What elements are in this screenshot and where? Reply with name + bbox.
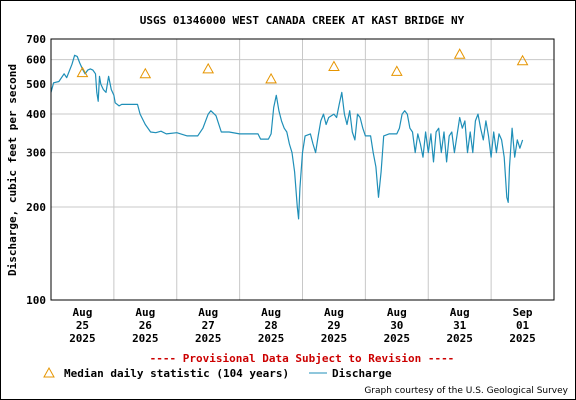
legend-median-label: Median daily statistic (104 years)	[64, 367, 289, 380]
y-tick-label: 300	[26, 147, 46, 160]
legend: Median daily statistic (104 years) Disch…	[43, 366, 392, 380]
median-point	[139, 67, 152, 79]
y-tick-label: 500	[26, 78, 46, 91]
x-tick-label: Aug 27 2025	[195, 306, 222, 345]
discharge-line	[50, 54, 524, 220]
y-tick-label: 400	[26, 108, 46, 121]
median-point	[516, 54, 529, 66]
legend-discharge-label: Discharge	[332, 367, 392, 380]
plot-border	[50, 38, 555, 301]
credit-note: Graph courtesy of the U.S. Geological Su…	[364, 386, 568, 396]
chart-title: USGS 01346000 WEST CANADA CREEK AT KAST …	[140, 14, 465, 27]
median-point	[453, 48, 466, 59]
x-gridlines	[113, 39, 492, 300]
median-point	[328, 60, 340, 72]
y-tick-label: 700	[26, 33, 46, 46]
x-tick-label: Aug 31 2025	[446, 306, 473, 345]
x-tick-label: Aug 25 2025	[69, 306, 96, 345]
x-tick-label: Sep 01 2025	[509, 306, 536, 345]
x-tick-label: Aug 29 2025	[321, 306, 348, 345]
median-point	[202, 62, 215, 74]
x-axis-ticks: Aug 25 2025 Aug 26 2025 Aug 27 2025 Aug 28 2025 Aug 2…	[69, 306, 536, 345]
median-point	[390, 65, 403, 76]
median-point	[265, 72, 277, 84]
legend-triangle-icon	[43, 366, 55, 378]
x-tick-label: Aug 30 2025	[384, 306, 411, 345]
provisional-note: ---- Provisional Data Subject to Revisio…	[150, 352, 455, 365]
y-axis-ticks: 100 200 300 400 500 600 700	[26, 33, 46, 307]
y-tick-label: 600	[26, 54, 46, 67]
median-point	[76, 66, 89, 78]
discharge-series	[50, 54, 524, 220]
y-axis-label: Discharge, cubic feet per second	[6, 64, 19, 276]
y-tick-label: 200	[26, 201, 46, 214]
y-tick-label: 100	[26, 294, 46, 307]
median-series	[76, 48, 529, 84]
x-tick-label: Aug 28 2025	[258, 306, 285, 345]
x-tick-label: Aug 26 2025	[132, 306, 159, 345]
